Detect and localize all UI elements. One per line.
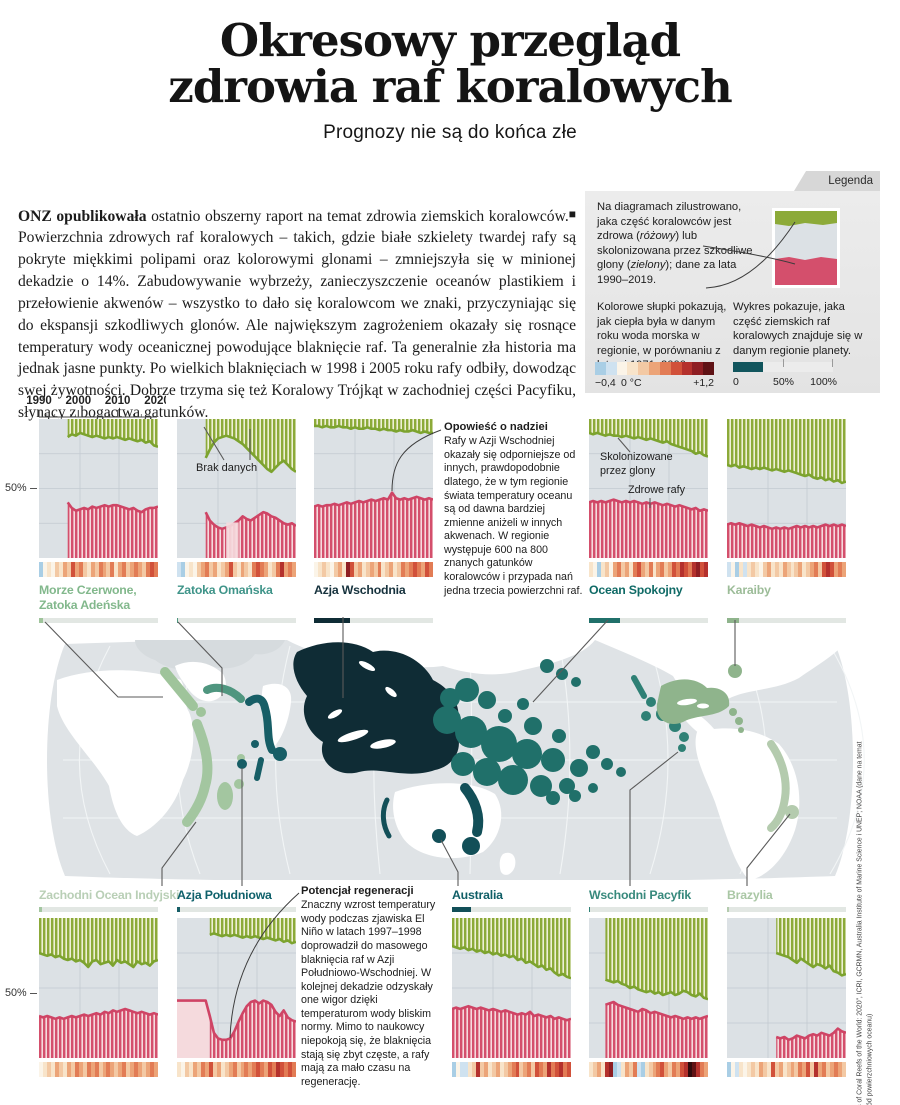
svg-text:2020: 2020 [144, 395, 166, 407]
chart-pacific: Ocean Spokojny [589, 419, 709, 623]
chart-plot [177, 419, 296, 558]
chart-plot [39, 918, 158, 1058]
reef-share-scale-labels: 0 50% 100% [733, 376, 837, 388]
end-square-icon: ■ [568, 206, 576, 221]
region-label: Zachodni Ocean Indyjski [39, 888, 180, 902]
chart-s-asia: Azja Południowa [177, 888, 297, 1077]
world-share-bar [589, 907, 708, 912]
svg-text:2010: 2010 [105, 395, 131, 407]
chart-plot [39, 419, 158, 558]
temperature-stripes [589, 562, 709, 577]
chart-e-pacific: Wschodni Pacyfik [589, 888, 709, 1077]
map-reef-s-asia [237, 694, 287, 781]
world-share-bar [314, 618, 433, 623]
region-label: Morze Czerwone, Zatoka Adeńska [39, 583, 137, 612]
svg-text:2000: 2000 [66, 395, 92, 407]
annotation-regeneration-title: Potencjał regeneracji [301, 885, 414, 897]
chart-oman: Zatoka Omańska [177, 419, 297, 623]
legend-mini-chart [772, 208, 840, 288]
source-credit: Źródła: „Status of Coral Reefs of the Wo… [856, 741, 873, 1105]
year-axis: 1990 2000 2010 2020 [26, 395, 166, 418]
legend-tab: Legenda [794, 171, 880, 191]
chart-w-indian: Zachodni Ocean Indyjski [39, 888, 180, 1077]
chart-brazil: Brazylia [727, 888, 847, 1077]
map-reef-australia [380, 783, 484, 855]
chart-plot [314, 419, 433, 558]
temperature-stripes [727, 1062, 847, 1077]
map-reef-caribbean [656, 664, 744, 733]
reef-share-scale [733, 359, 833, 372]
world-map [47, 640, 865, 880]
chart-plot [452, 918, 571, 1058]
region-label: Karaiby [727, 583, 771, 597]
world-share-bar [727, 618, 846, 623]
world-share-bar [39, 618, 158, 623]
region-label: Ocean Spokojny [589, 583, 683, 597]
chart-east-asia: Azja Wschodnia [314, 419, 434, 623]
page-subtitle: Prognozy nie są do końca złe [323, 122, 577, 143]
legend-healthy-band [775, 257, 837, 285]
region-label: Australia [452, 888, 503, 902]
reef-share-scale-fill [733, 362, 763, 372]
temperature-scale-labels: −0,4 0 °C +1,2 [595, 377, 714, 389]
temperature-stripes [39, 1062, 159, 1077]
chart-plot [727, 419, 846, 558]
world-share-bar [39, 907, 158, 912]
legend-share-text: Wykres pokazuje, jaka część ziemskich ra… [733, 301, 863, 357]
chart-plot [589, 419, 708, 558]
annotation-hope-title: Opowieść o nadziei [444, 421, 548, 433]
annotation-regeneration: Potencjał regeneracji Znaczny wzrost tem… [301, 884, 446, 1089]
map-new-zealand [499, 852, 516, 875]
map-africa [57, 670, 194, 836]
temperature-stripes [39, 562, 159, 577]
legend-diagram-text: Na diagramach zilustrowano, jaka część k… [597, 201, 753, 286]
temperature-stripes [589, 1062, 709, 1077]
annotation-regeneration-body: Znaczny wzrost temperatury wody podczas … [301, 899, 436, 1088]
chart-caribbean: Karaiby [727, 419, 847, 623]
temperature-stripes [727, 562, 847, 577]
chart-australia: Australia [452, 888, 572, 1077]
chart-plot [177, 918, 296, 1058]
intro-body: ostatnio obszerny raport na temat zdrowi… [18, 207, 576, 422]
annotation-no-data: Brak danych [196, 462, 258, 474]
world-share-bar [177, 907, 296, 912]
region-label: Wschodni Pacyfik [589, 888, 692, 902]
svg-text:1990: 1990 [26, 395, 52, 407]
world-share-bar [452, 907, 571, 912]
temperature-stripes [452, 1062, 572, 1077]
temperature-stripes [177, 562, 297, 577]
temperature-stripes [177, 1062, 297, 1077]
title-line-1: Okresowy przegląd [219, 14, 681, 67]
map-reef-east-asia [293, 642, 459, 774]
region-label: Azja Wschodnia [314, 583, 406, 597]
chart-plot [727, 918, 846, 1058]
title-line-2: zdrowia raf koralowych [168, 59, 732, 113]
page-title: Okresowy przegląd zdrowia raf koralowych [0, 18, 900, 110]
temperature-color-scale [595, 362, 714, 375]
world-share-bar [589, 618, 708, 623]
intro-lead: ONZ opublikowała [18, 207, 147, 225]
y-axis-50pct-top: 50% [5, 482, 37, 494]
map-north-america [595, 640, 847, 704]
intro-paragraph: ONZ opublikowała ■ ostatnio obszerny rapo… [18, 206, 576, 424]
region-label: Brazylia [727, 888, 773, 902]
chart-red-sea: Morze Czerwone, Zatoka Adeńska [39, 419, 159, 623]
annotation-healthy-label: Zdrowe rafy [628, 484, 685, 496]
region-label: Zatoka Omańska [177, 583, 273, 597]
chart-plot [589, 918, 708, 1058]
world-share-bar [727, 907, 846, 912]
annotation-hope-body: Rafy w Azji Wschodniej okazały się odpor… [444, 435, 583, 597]
y-axis-50pct-bottom: 50% [5, 987, 37, 999]
annotation-hope: Opowieść o nadziei Rafy w Azji Wschodnie… [444, 420, 586, 598]
region-label: Azja Południowa [177, 888, 272, 902]
temperature-stripes [314, 562, 434, 577]
world-share-bar [177, 618, 296, 623]
annotation-algae-label: Skolonizowane przez glony [600, 451, 673, 477]
